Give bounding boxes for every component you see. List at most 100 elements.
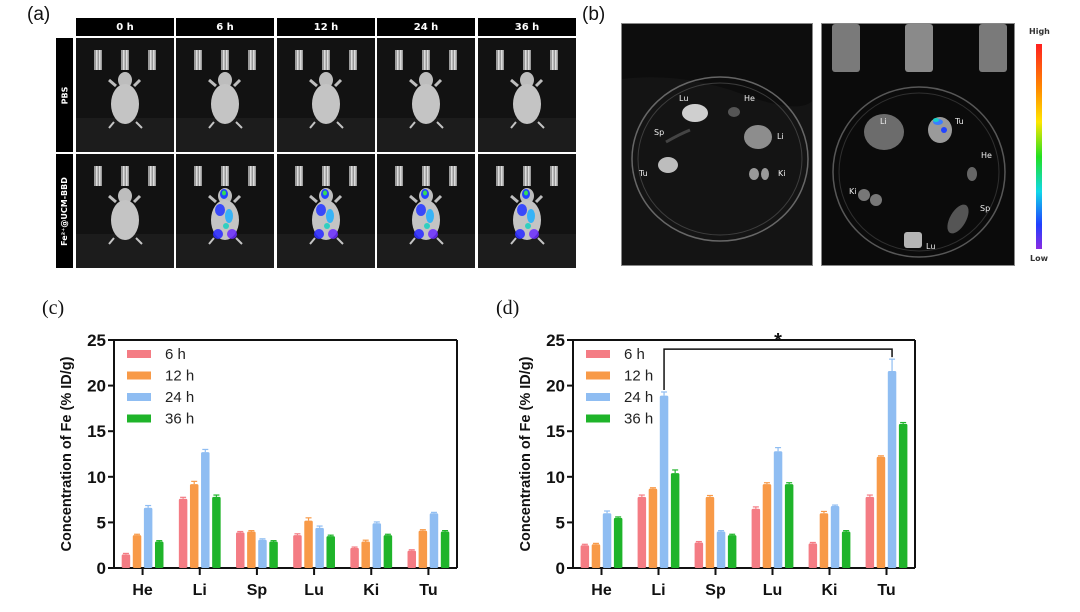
y-tick-label: 10 (87, 468, 106, 487)
organ-liver (864, 114, 904, 150)
bar (429, 513, 439, 568)
organ-label: Tu (955, 117, 964, 126)
bar (440, 531, 450, 568)
y-tick-label: 25 (546, 331, 565, 350)
organ-label: He (981, 151, 992, 160)
x-tick-label: Lu (763, 582, 783, 599)
legend-label: 6 h (165, 346, 186, 363)
y-tick-label: 20 (87, 377, 106, 396)
bar (154, 541, 164, 568)
y-axis-label: Concentration of Fe (% ID/g) (59, 356, 75, 551)
bar (613, 517, 623, 568)
x-tick-label: Li (193, 582, 207, 599)
bar (407, 550, 417, 568)
x-tick-label: Ki (822, 582, 838, 599)
x-tick-label: Lu (304, 582, 324, 599)
x-tick-label: Ki (363, 582, 379, 599)
organ-tumor (658, 157, 678, 173)
organ-kidney (858, 189, 870, 201)
bar (659, 395, 669, 568)
organ-label: Li (777, 132, 784, 141)
organ-kidney (749, 168, 759, 180)
y-tick-label: 25 (87, 331, 106, 350)
legend-swatch (586, 414, 610, 423)
ex-vivo-organs-image-treated: Li Tu He Ki Sp Lu (821, 23, 1015, 266)
x-tick-label: He (591, 582, 612, 599)
bar (178, 498, 188, 568)
organ-label: Sp (654, 128, 665, 137)
bar (716, 531, 726, 568)
bar (898, 423, 908, 568)
bar (212, 496, 221, 568)
tube (832, 24, 860, 72)
x-tick-label: Sp (705, 582, 726, 599)
bar (705, 496, 715, 568)
y-tick-label: 15 (546, 422, 565, 441)
colorbar-high-label: High (1029, 27, 1050, 36)
mouse-image-cell (76, 154, 174, 268)
bar (326, 536, 335, 568)
bar (591, 544, 601, 568)
bar (258, 539, 267, 568)
group-row-header: Fe²⁺@UCM-BBD (56, 154, 73, 268)
legend-swatch (127, 371, 151, 380)
legend-label: 36 h (624, 411, 653, 428)
time-point-header: 36 h (478, 18, 576, 36)
bar-chart-c: 0 5 10 15 20 25 Concentration of Fe (% ID/g) He… (59, 331, 458, 599)
organ-spleen (665, 128, 691, 144)
legend-swatch (586, 393, 610, 401)
organ-spleen (947, 204, 969, 234)
bar (762, 484, 772, 568)
time-point-header: 24 h (377, 18, 475, 36)
mouse-image-cell (176, 38, 274, 152)
organ-label: Sp (980, 204, 991, 213)
mouse-image-cell (76, 38, 174, 152)
mouse-image-cell (377, 154, 475, 268)
bar (602, 513, 612, 568)
bar (383, 535, 393, 568)
bar (304, 520, 313, 568)
organ-label: Ki (778, 169, 786, 178)
mouse-image-cell (176, 154, 274, 268)
legend-swatch (127, 350, 151, 358)
legend-swatch (127, 414, 151, 423)
organ-label: He (744, 94, 755, 103)
organ-kidney (870, 194, 882, 206)
bar (201, 452, 210, 568)
group-row-header: PBS (56, 38, 73, 152)
bar (808, 543, 818, 568)
y-tick-label: 5 (97, 513, 106, 532)
legend-label: 36 h (165, 411, 194, 428)
bar (670, 473, 680, 568)
panel-d-label: (d) (496, 297, 520, 319)
mouse-image-cell (478, 154, 576, 268)
bar (694, 542, 704, 568)
mouse-image-cell (277, 38, 375, 152)
y-axis-label: Concentration of Fe (% ID/g) (518, 356, 534, 551)
y-tick-label: 20 (546, 377, 565, 396)
bar (784, 484, 794, 568)
bar (315, 527, 324, 568)
organ-heart (728, 107, 740, 117)
time-point-header: 6 h (176, 18, 274, 36)
bar (580, 545, 590, 568)
legend-swatch (586, 371, 610, 380)
bar (418, 530, 428, 568)
time-point-header: 12 h (277, 18, 375, 36)
organ-heart (967, 167, 977, 181)
time-point-header: 0 h (76, 18, 174, 36)
organ-lung (904, 232, 922, 248)
mouse-image-cell (478, 38, 576, 152)
legend-label: 6 h (624, 346, 645, 363)
colorbar-low-label: Low (1030, 254, 1048, 263)
significance-marker: * (774, 330, 782, 352)
legend-label: 24 h (165, 389, 194, 406)
bar (121, 554, 131, 568)
y-tick-label: 0 (97, 559, 106, 578)
panel-b-label: (b) (582, 4, 606, 25)
y-tick-label: 0 (556, 559, 565, 578)
organ-label: Tu (639, 169, 648, 178)
petri-dish-right (822, 24, 1014, 265)
legend-label: 24 h (624, 389, 653, 406)
legend-swatch (127, 393, 151, 401)
